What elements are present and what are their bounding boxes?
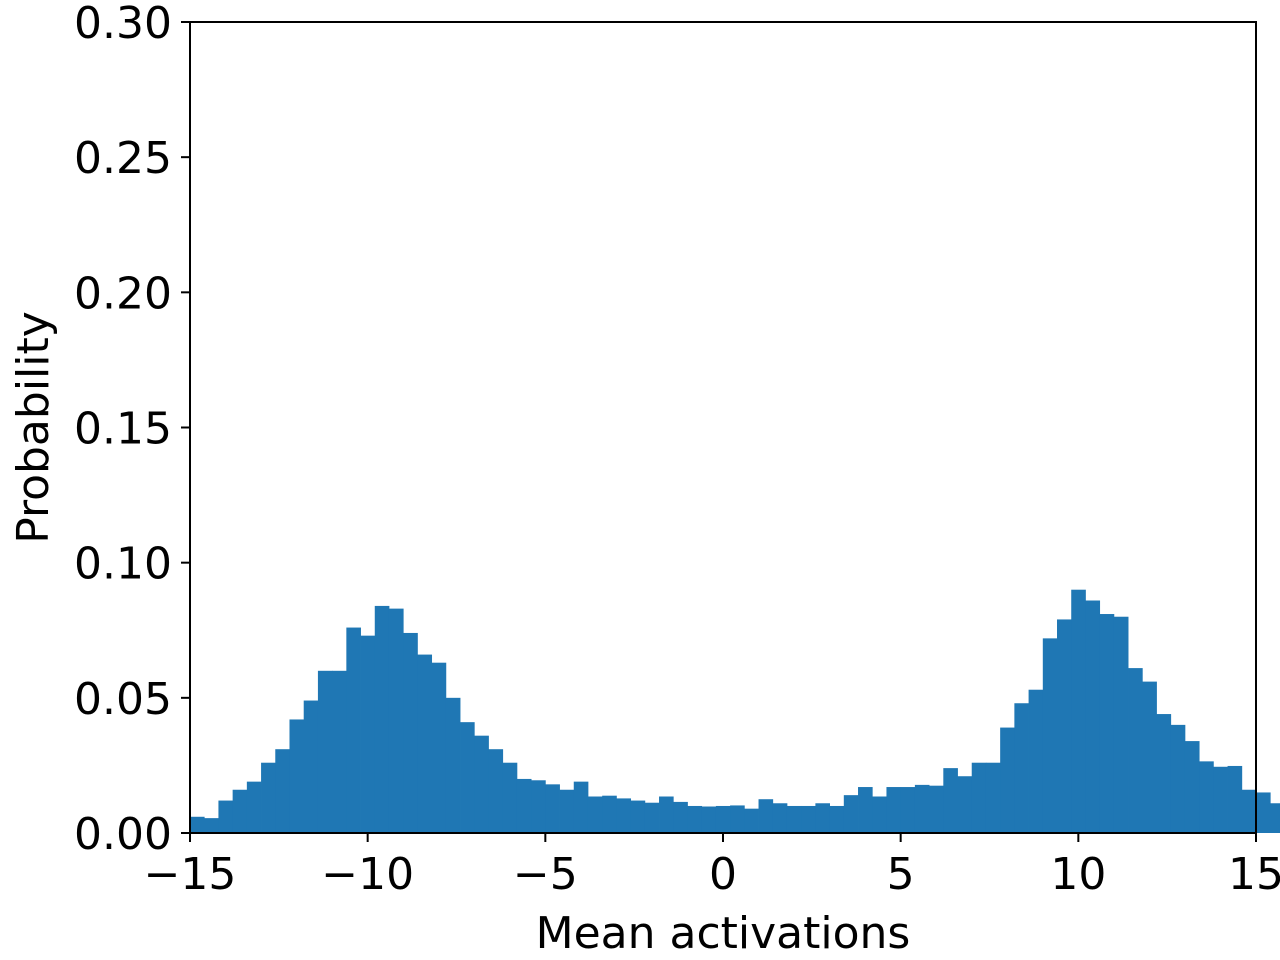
y-tick-label: 0.15	[74, 404, 172, 455]
x-tick-label: 0	[709, 849, 737, 900]
histogram-bar	[1184, 741, 1200, 833]
plot-frame	[189, 21, 1257, 834]
histogram-bar	[886, 787, 902, 833]
histogram-bar	[957, 776, 973, 833]
histogram-bar	[659, 796, 674, 833]
histogram-bar	[1113, 616, 1129, 833]
histogram-bar	[858, 787, 873, 833]
histogram-bar	[232, 789, 248, 833]
histogram-bar	[1270, 803, 1280, 833]
histogram-bar	[431, 662, 447, 833]
histogram-bar	[843, 795, 859, 833]
histogram-bar	[815, 803, 830, 833]
histogram-bar	[403, 632, 418, 833]
histogram-bar	[786, 805, 802, 833]
histogram-bar	[417, 654, 433, 833]
histogram-bar	[829, 805, 845, 833]
x-tick-label: 15	[1228, 849, 1280, 900]
y-axis-label: Probability	[8, 311, 59, 544]
histogram-bar	[687, 805, 703, 833]
x-axis-ticks: −15 −10 −5 0 5 10 15	[144, 833, 1280, 900]
histogram-bar	[801, 805, 816, 833]
histogram-bar	[1085, 600, 1101, 833]
histogram-bar	[246, 781, 262, 833]
y-tick-label: 0.20	[74, 268, 172, 319]
x-axis-label: Mean activations	[536, 908, 911, 959]
histogram-bar	[1071, 589, 1086, 833]
histogram-bar	[346, 627, 361, 833]
histogram-bar	[758, 799, 774, 833]
histogram-bar	[929, 785, 944, 833]
histogram-bars	[190, 589, 1280, 833]
histogram-bar	[332, 670, 347, 833]
histogram-bar	[1128, 668, 1143, 833]
histogram-bar	[1199, 761, 1214, 833]
histogram-bar	[545, 784, 560, 833]
histogram-bar	[644, 802, 660, 833]
histogram-bar	[374, 605, 390, 833]
histogram-bar	[1057, 619, 1072, 833]
histogram-bar	[900, 787, 916, 833]
histogram-bar	[204, 818, 219, 833]
histogram-bar	[388, 608, 404, 833]
histogram-bar	[559, 789, 575, 833]
histogram-bar	[630, 800, 646, 833]
histogram-bar	[303, 700, 319, 833]
histogram-bar	[460, 722, 475, 833]
x-tick-label: 5	[887, 849, 915, 900]
histogram-bar	[715, 805, 731, 833]
histogram-bar	[1014, 703, 1029, 833]
histogram-bar	[1142, 681, 1157, 833]
histogram-bar	[516, 778, 532, 833]
histogram-bar	[261, 762, 276, 833]
histogram-bar	[602, 795, 617, 833]
y-tick-label: 0.25	[74, 133, 172, 184]
histogram-bar	[914, 784, 930, 833]
histogram-bar	[1156, 714, 1172, 833]
histogram-bar	[1241, 789, 1257, 833]
histogram-bar	[1028, 689, 1044, 833]
histogram-bar	[317, 670, 333, 833]
histogram-bar	[1256, 792, 1271, 833]
histogram-bar	[943, 768, 958, 833]
histogram-bar	[971, 762, 987, 833]
x-tick-label: −10	[321, 849, 414, 900]
histogram-bar	[1213, 766, 1228, 833]
histogram-bar	[289, 719, 305, 833]
x-tick-label: 10	[1050, 849, 1106, 900]
histogram-bar	[730, 805, 745, 833]
histogram-bar	[985, 762, 1001, 833]
histogram-bar	[190, 816, 205, 833]
histogram-bar	[502, 762, 518, 833]
histogram-bar	[587, 796, 603, 833]
histogram-bar	[360, 635, 376, 833]
histogram-bar	[1099, 614, 1115, 833]
histogram-bar	[701, 806, 717, 833]
histogram-bar	[218, 800, 234, 833]
histogram-bar	[772, 803, 788, 833]
histogram-bar	[488, 749, 504, 833]
x-tick-label: −5	[513, 849, 578, 900]
histogram-bar	[1000, 727, 1015, 833]
y-tick-label: 0.30	[74, 0, 172, 49]
histogram-bar	[1227, 765, 1243, 833]
histogram-bar	[573, 781, 589, 833]
y-tick-label: 0.10	[74, 539, 172, 590]
histogram-bar	[673, 801, 688, 833]
histogram-bar	[445, 697, 461, 833]
histogram-bar	[744, 808, 759, 833]
histogram-bar	[1042, 638, 1058, 833]
y-axis-ticks: 0.00 0.05 0.10 0.15 0.20 0.25 0.30	[74, 0, 190, 860]
histogram-bar	[275, 749, 290, 833]
histogram-bar	[1170, 724, 1186, 833]
x-tick-label: −15	[144, 849, 237, 900]
y-tick-label: 0.05	[74, 674, 172, 725]
y-tick-label: 0.00	[74, 809, 172, 860]
histogram-bar	[531, 780, 546, 833]
histogram-bar	[474, 735, 489, 833]
histogram-bar	[616, 798, 632, 833]
histogram-bar	[872, 796, 887, 833]
